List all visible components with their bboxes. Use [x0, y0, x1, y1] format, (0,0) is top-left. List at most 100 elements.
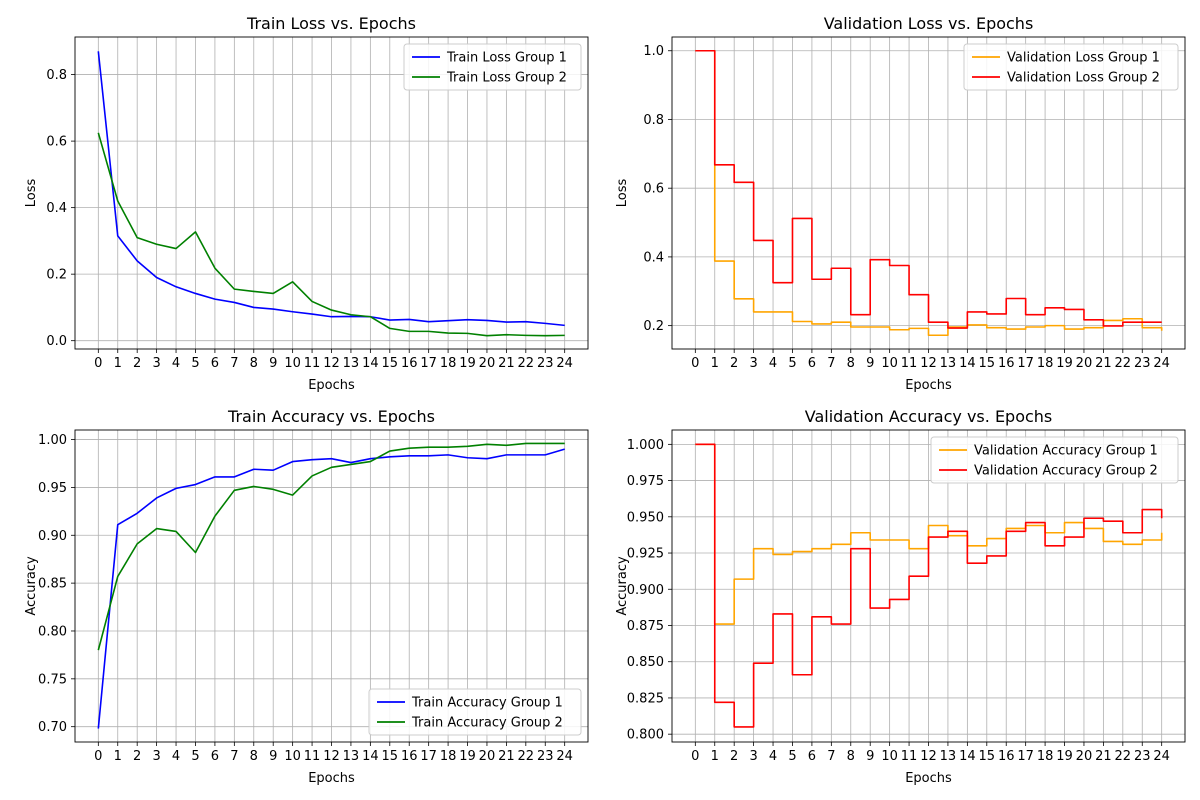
x-tick-label: 13 [343, 749, 360, 764]
x-tick-label: 14 [959, 356, 976, 371]
x-tick-label: 14 [959, 749, 976, 764]
x-tick-label: 9 [269, 749, 277, 764]
x-tick-label: 24 [1153, 356, 1170, 371]
legend-label-1: Validation Accuracy Group 1 [974, 444, 1158, 459]
x-tick-label: 24 [1153, 749, 1170, 764]
y-tick-label: 0.75 [38, 672, 67, 687]
x-tick-label: 15 [382, 749, 399, 764]
x-axis-label: Epochs [308, 771, 355, 786]
y-tick-label: 0.825 [627, 691, 664, 706]
y-tick-label: 0.70 [38, 720, 67, 735]
x-tick-label: 20 [479, 356, 496, 371]
x-tick-label: 11 [304, 356, 321, 371]
x-tick-label: 1 [114, 749, 122, 764]
x-tick-label: 15 [979, 356, 996, 371]
series-line-2 [695, 49, 1162, 329]
chart-title: Train Loss vs. Epochs [246, 14, 416, 33]
series-line-1 [97, 448, 565, 729]
x-tick-label: 23 [537, 749, 554, 764]
x-tick-label: 20 [479, 749, 496, 764]
x-tick-label: 21 [1095, 356, 1112, 371]
x-tick-label: 12 [920, 356, 937, 371]
x-tick-label: 22 [1115, 749, 1132, 764]
legend-label-1: Train Loss Group 1 [446, 51, 567, 66]
x-tick-label: 2 [730, 356, 738, 371]
y-tick-label: 0.900 [627, 583, 664, 598]
x-tick-label: 8 [250, 356, 258, 371]
x-tick-label: 19 [1056, 356, 1073, 371]
x-tick-label: 16 [401, 356, 418, 371]
x-tick-label: 12 [323, 749, 340, 764]
x-tick-label: 24 [556, 356, 573, 371]
x-tick-label: 15 [382, 356, 399, 371]
y-tick-label: 0.2 [46, 268, 67, 283]
series-line-2 [97, 132, 565, 337]
y-tick-label: 1.000 [627, 438, 664, 453]
y-axis-label: Loss [615, 179, 630, 208]
x-tick-label: 9 [866, 749, 874, 764]
x-tick-label: 12 [920, 749, 937, 764]
y-axis-label: Accuracy [24, 556, 39, 616]
y-tick-label: 0.950 [627, 510, 664, 525]
x-tick-label: 4 [172, 749, 180, 764]
legend-label-1: Validation Loss Group 1 [1007, 51, 1160, 66]
x-tick-label: 3 [749, 749, 757, 764]
x-tick-label: 16 [998, 749, 1015, 764]
x-axis-label: Epochs [905, 771, 952, 786]
series-line-1 [695, 49, 1163, 337]
x-axis-label: Epochs [905, 378, 952, 393]
series-line-2 [695, 443, 1163, 728]
legend: Validation Accuracy Group 1 Validation Ac… [930, 436, 1179, 484]
x-tick-label: 6 [211, 749, 219, 764]
y-tick-label: 1.00 [38, 433, 67, 448]
x-tick-label: 5 [191, 749, 199, 764]
y-tick-label: 0.800 [627, 728, 664, 743]
x-tick-label: 19 [1056, 749, 1073, 764]
x-tick-label: 12 [323, 356, 340, 371]
x-tick-label: 3 [749, 356, 757, 371]
x-tick-label: 18 [440, 356, 457, 371]
x-tick-label: 4 [172, 356, 180, 371]
y-tick-label: 0.6 [46, 135, 67, 150]
x-tick-label: 18 [440, 749, 457, 764]
x-tick-label: 13 [940, 749, 957, 764]
x-tick-label: 10 [284, 356, 301, 371]
chart-title: Train Accuracy vs. Epochs [227, 407, 435, 426]
x-tick-label: 8 [847, 356, 855, 371]
x-tick-label: 16 [998, 356, 1015, 371]
x-tick-label: 16 [401, 749, 418, 764]
x-tick-label: 23 [537, 356, 554, 371]
legend: Validation Loss Group 1 Validation Loss G… [963, 43, 1179, 91]
y-tick-label: 0.95 [38, 481, 67, 496]
x-tick-label: 19 [459, 356, 476, 371]
legend-label-1: Train Accuracy Group 1 [411, 696, 563, 711]
x-tick-label: 0 [94, 356, 102, 371]
x-tick-label: 0 [691, 749, 699, 764]
x-tick-label: 1 [114, 356, 122, 371]
y-tick-label: 0.8 [643, 113, 664, 128]
y-tick-label: 0.8 [46, 68, 67, 83]
legend: Train Loss Group 1 Train Loss Group 2 [403, 43, 582, 91]
x-tick-label: 8 [847, 749, 855, 764]
legend-label-2: Validation Loss Group 2 [1007, 71, 1160, 86]
x-tick-label: 6 [808, 356, 816, 371]
x-tick-label: 14 [362, 749, 379, 764]
x-tick-label: 4 [769, 749, 777, 764]
x-tick-label: 18 [1037, 356, 1054, 371]
chart-title: Validation Accuracy vs. Epochs [805, 407, 1053, 426]
x-tick-label: 17 [420, 356, 437, 371]
y-tick-label: 0.925 [627, 547, 664, 562]
x-tick-label: 9 [269, 356, 277, 371]
x-tick-label: 5 [788, 749, 796, 764]
x-tick-label: 6 [808, 749, 816, 764]
legend-box [403, 43, 582, 91]
x-tick-label: 19 [459, 749, 476, 764]
x-tick-label: 13 [940, 356, 957, 371]
legend-label-2: Train Accuracy Group 2 [411, 716, 563, 731]
x-tick-label: 22 [1115, 356, 1132, 371]
x-tick-label: 5 [191, 356, 199, 371]
x-tick-label: 14 [362, 356, 379, 371]
x-tick-label: 18 [1037, 749, 1054, 764]
x-tick-label: 2 [730, 749, 738, 764]
